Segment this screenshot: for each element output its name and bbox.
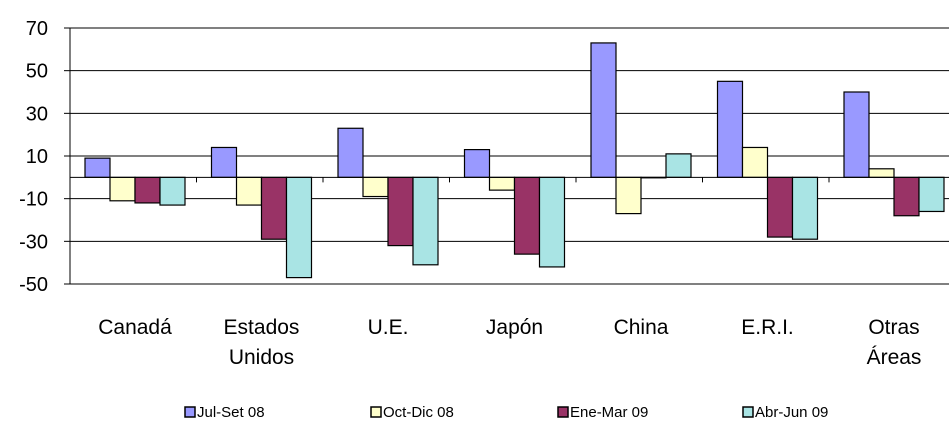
bar bbox=[665, 153, 692, 178]
bar bbox=[741, 146, 769, 178]
y-tick-label: 70 bbox=[26, 18, 48, 40]
bar bbox=[387, 176, 414, 247]
bar bbox=[285, 176, 313, 279]
legend-swatch bbox=[557, 406, 569, 418]
bar bbox=[260, 176, 288, 240]
category-label: Japón bbox=[486, 316, 543, 339]
bar bbox=[766, 176, 794, 238]
bar bbox=[337, 127, 364, 178]
y-tick-label: 10 bbox=[26, 146, 48, 168]
category-label: E.R.I. bbox=[741, 316, 794, 339]
bar bbox=[109, 176, 136, 202]
category-label: China bbox=[614, 316, 669, 339]
bar bbox=[918, 176, 945, 213]
bar bbox=[538, 176, 566, 268]
legend: Jul-Set 08 Oct-Dic 08 Ene-Mar 09 Abr-Jun 09 bbox=[184, 404, 828, 421]
bar bbox=[893, 176, 920, 217]
bar bbox=[843, 91, 870, 178]
gridlines bbox=[70, 27, 949, 285]
bar bbox=[235, 176, 263, 206]
bar bbox=[590, 42, 617, 178]
y-tick-labels: 70 50 30 10 -10 -30 -50 bbox=[19, 18, 48, 296]
bar bbox=[412, 176, 439, 266]
bar bbox=[84, 157, 111, 178]
legend-swatch bbox=[370, 406, 382, 418]
y-tick-label: 50 bbox=[26, 61, 48, 83]
y-tick-label: -10 bbox=[19, 189, 48, 211]
bar bbox=[716, 80, 744, 178]
bar bbox=[615, 176, 642, 215]
category-labels: Canadá Estados Unidos U.E. Japón China E.R.I. O… bbox=[98, 316, 921, 369]
legend-swatch bbox=[184, 406, 196, 418]
y-tick-label: 30 bbox=[26, 103, 48, 125]
category-label: Otras Áreas bbox=[867, 316, 922, 369]
bar bbox=[868, 168, 895, 178]
axes bbox=[64, 27, 949, 285]
y-tick-label: -50 bbox=[19, 274, 48, 296]
bar bbox=[488, 176, 516, 191]
legend-label: Ene-Mar 09 bbox=[570, 404, 648, 421]
bar bbox=[513, 176, 541, 255]
bar bbox=[362, 176, 389, 198]
category-label: Canadá bbox=[98, 316, 172, 339]
legend-label: Jul-Set 08 bbox=[197, 404, 265, 421]
category-label: Estados Unidos bbox=[224, 316, 300, 369]
category-label: U.E. bbox=[368, 316, 409, 339]
bar bbox=[134, 176, 161, 204]
bars bbox=[84, 42, 945, 279]
bar bbox=[791, 176, 819, 240]
legend-label: Abr-Jun 09 bbox=[755, 404, 828, 421]
legend-swatch bbox=[742, 406, 754, 418]
bar bbox=[210, 146, 238, 178]
y-tick-label: -30 bbox=[19, 231, 48, 253]
bar bbox=[159, 176, 186, 206]
bar bbox=[463, 149, 491, 178]
legend-label: Oct-Dic 08 bbox=[383, 404, 454, 421]
